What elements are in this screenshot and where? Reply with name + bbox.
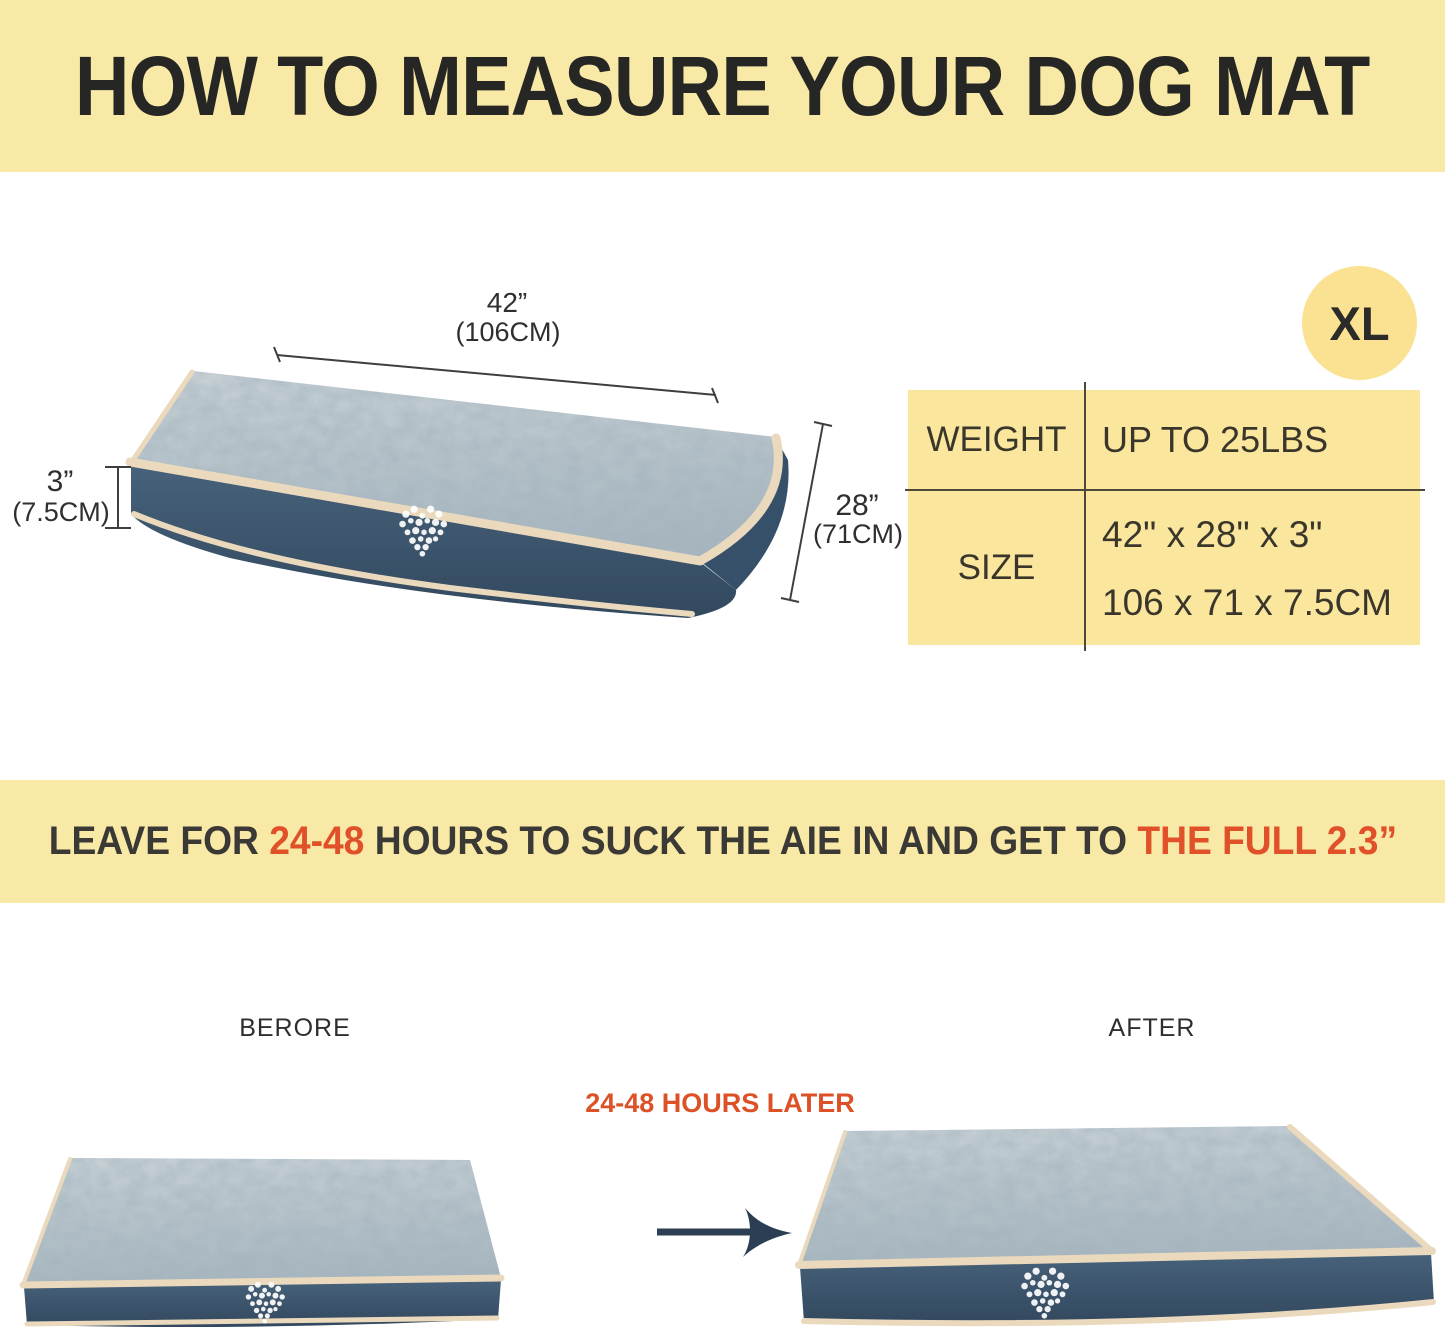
paw-print-heart-logo: [245, 1281, 285, 1324]
size-badge: XL: [1302, 266, 1417, 380]
page-title: HOW TO MEASURE YOUR DOG MAT: [75, 38, 1370, 133]
instruction-part1: LEAVE FOR: [48, 819, 269, 863]
paw-print-heart-logo: [1021, 1267, 1070, 1319]
width-label-cm: (106CM): [455, 317, 561, 347]
top-banner: HOW TO MEASURE YOUR DOG MAT: [0, 0, 1445, 172]
depth-label-inches: 28”: [835, 489, 879, 522]
instruction-banner: LEAVE FOR 24-48 HOURS TO SUCK THE AIE IN…: [0, 780, 1445, 903]
right-arrow: [657, 1208, 792, 1257]
spec-table-horizontal-divider: [905, 489, 1425, 491]
hero-dog-mat-image: [125, 369, 789, 618]
spec-table-vertical-divider: [1084, 382, 1086, 651]
after-mat-image: [795, 1124, 1436, 1327]
instruction-text: LEAVE FOR 24-48 HOURS TO SUCK THE AIE IN…: [48, 819, 1396, 864]
depth-label-cm: (71CM): [812, 519, 903, 549]
weight-row-header: WEIGHT: [926, 419, 1067, 459]
before-label: BERORE: [239, 1014, 351, 1042]
height-label-inches: 3”: [46, 465, 74, 498]
paw-print-heart-logo: [399, 505, 448, 557]
after-label: AFTER: [1108, 1014, 1196, 1042]
instruction-highlight-thickness: THE FULL 2.3”: [1136, 819, 1397, 863]
width-dimension-line: [276, 354, 717, 396]
before-mat-image: [19, 1157, 505, 1327]
instruction-highlight-hours: 24-48: [268, 819, 364, 863]
size-row-value-inches: 42" x 28" x 3": [1102, 514, 1323, 555]
weight-row-value: UP TO 25LBS: [1102, 418, 1329, 460]
width-label-inches: 42”: [486, 287, 528, 318]
size-row-header: SIZE: [957, 548, 1036, 587]
size-row-value-cm: 106 x 71 x 7.5CM: [1102, 582, 1392, 623]
dimension-lines: [105, 346, 833, 603]
hours-later-caption: 24-48 HOURS LATER: [585, 1088, 855, 1118]
spec-table: [908, 390, 1420, 645]
height-label-cm: (7.5CM): [12, 497, 110, 527]
instruction-part2: HOURS TO SUCK THE AIE IN AND GET TO: [363, 819, 1137, 863]
